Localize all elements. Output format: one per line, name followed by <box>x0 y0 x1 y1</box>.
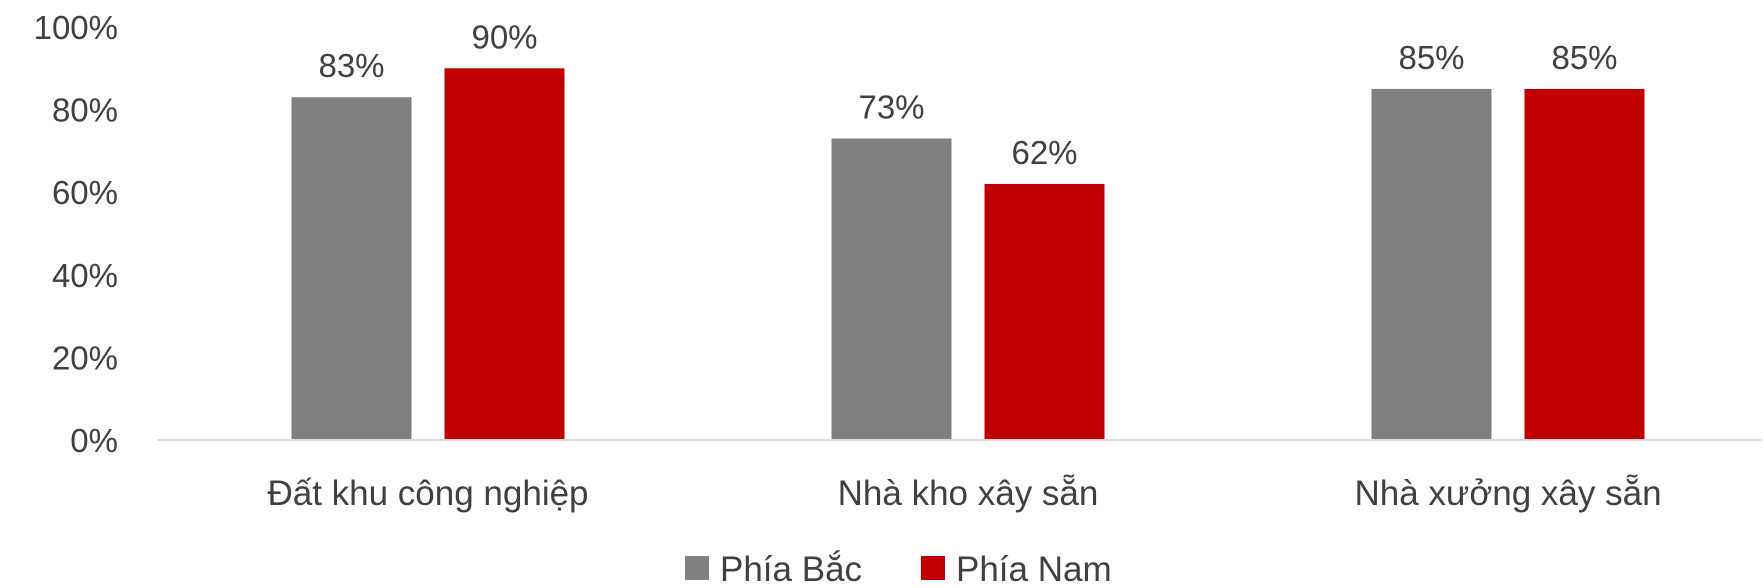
category-label: Nhà kho xây sẵn <box>838 474 1099 513</box>
data-label: 83% <box>318 47 384 84</box>
y-tick-label: 40% <box>52 257 118 294</box>
legend-label: Phía Nam <box>956 550 1112 588</box>
bar <box>444 68 565 441</box>
data-label: 85% <box>1551 39 1617 76</box>
data-label: 90% <box>471 18 537 55</box>
x-axis: Đất khu công nghiệp Nhà kho xây sẵn Nhà xư… <box>158 439 1762 513</box>
bar <box>984 183 1105 440</box>
data-label: 62% <box>1011 134 1077 171</box>
y-tick-label: 60% <box>52 174 118 211</box>
bar <box>1371 88 1492 440</box>
y-tick-label: 0% <box>70 422 118 459</box>
data-label: 73% <box>858 89 924 126</box>
y-tick-label: 100% <box>34 9 118 46</box>
legend-swatch <box>685 556 709 580</box>
category-label: Đất khu công nghiệp <box>267 474 588 513</box>
y-axis: 0% 20% 40% 60% 80% 100% <box>34 9 118 459</box>
legend: Phía Bắc Phía Nam <box>685 550 1112 588</box>
bar <box>1524 88 1645 440</box>
y-tick-label: 20% <box>52 339 118 376</box>
y-tick-label: 80% <box>52 92 118 129</box>
data-label: 85% <box>1398 39 1464 76</box>
legend-label: Phía Bắc <box>720 550 862 588</box>
plot-area: 83% 90% 73% 62% 85% 85% <box>291 18 1645 441</box>
bar <box>291 97 412 441</box>
bar <box>831 138 952 440</box>
category-label: Nhà xưởng xây sẵn <box>1354 474 1661 513</box>
legend-swatch <box>921 556 945 580</box>
